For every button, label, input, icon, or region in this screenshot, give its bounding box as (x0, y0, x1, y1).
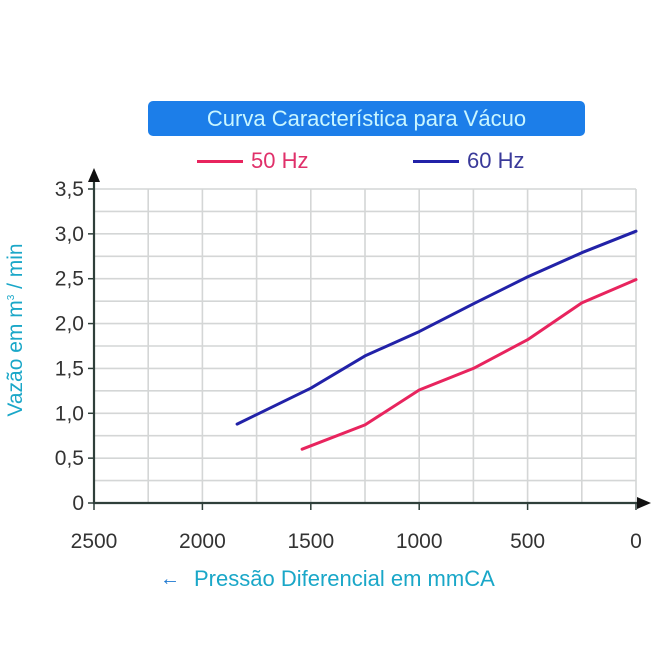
y-tick-label: 1,0 (55, 402, 84, 425)
y-tick-label: 2,5 (55, 268, 84, 291)
y-tick-label: 0,5 (55, 447, 84, 470)
legend-swatch-60hz (413, 159, 459, 163)
series-line-60hz (235, 229, 638, 426)
chart-title-text: Curva Característica para Vácuo (206, 105, 527, 131)
x-axis-title: ← Pressão Diferencial em mmCA (160, 564, 495, 594)
y-tick-label: 1,5 (55, 357, 84, 380)
y-tick-label: 0 (72, 492, 84, 515)
x-tick-label: 2500 (71, 530, 118, 553)
chart-title: Curva Característica para Vácuo (148, 101, 585, 136)
x-tick-label: 1000 (396, 530, 443, 553)
series-line-50hz (300, 278, 638, 451)
legend-swatch-50hz (197, 159, 243, 163)
axes (88, 168, 651, 510)
x-tick-label: 2000 (179, 530, 226, 553)
y-axis-arrow-icon (88, 168, 100, 182)
x-tick-label: 1500 (287, 530, 334, 553)
x-axis-arrow-icon (637, 497, 651, 509)
y-tick-label: 2,0 (55, 313, 84, 336)
left-arrow-icon: ← (160, 567, 180, 590)
legend-label-50hz: 50 Hz (251, 148, 309, 173)
y-tick-label: 3,5 (55, 178, 84, 201)
y-tick-label: 3,0 (55, 223, 84, 246)
legend-item-60hz: 60 Hz (413, 147, 524, 175)
x-tick-label: 500 (510, 530, 545, 553)
x-axis-title-text: Pressão Diferencial em mmCA (194, 566, 495, 591)
legend-label-60hz: 60 Hz (467, 148, 525, 173)
x-tick-label: 0 (630, 530, 642, 553)
legend-item-50hz: 50 Hz (197, 147, 308, 175)
grid-lines (93, 188, 637, 504)
tick-labels: 0 0,5 1,0 1,5 2,0 2,5 3,0 3,5 2500 2000 1500 1000 50… (55, 178, 642, 553)
series-lines (235, 229, 638, 451)
